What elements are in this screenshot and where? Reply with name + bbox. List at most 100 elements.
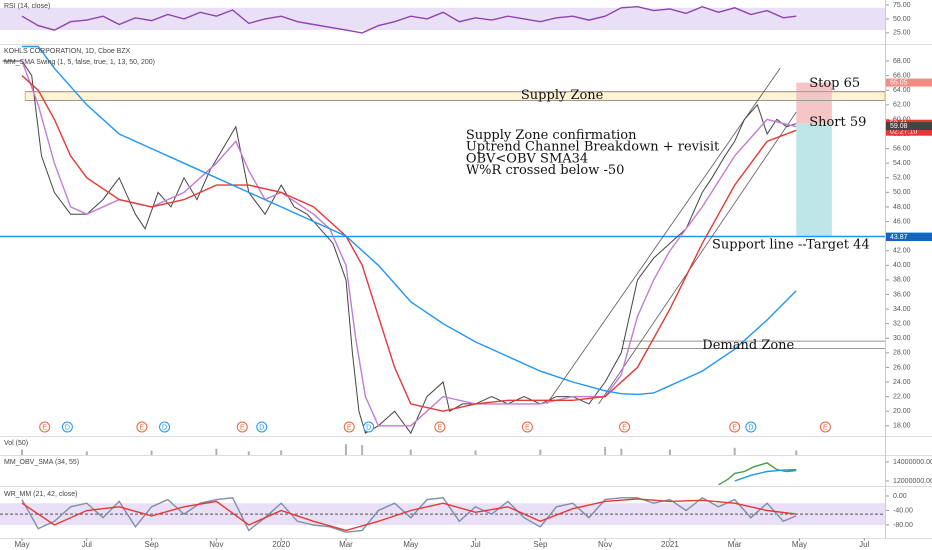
y-tick-label: 20.00 [893,408,911,415]
volume-bar [344,444,347,455]
series-line [734,468,797,482]
y-tick-label: 25.00 [893,30,911,37]
event-label: D [748,424,753,431]
pane-title: KOHLS CORPORATION, 1D, Cboe BZX [4,48,131,55]
event-label: D [259,424,264,431]
annotation: Stop 65 [809,76,860,91]
event-marker [434,421,446,433]
series-line [22,45,797,396]
event-label: E [42,424,47,431]
event-label: E [732,424,737,431]
y-tick-label: 46.00 [893,218,911,225]
y-tick-label: 18.00 [893,423,911,430]
event-label: E [438,424,443,431]
event-label: D [162,424,167,431]
volume-bar [85,451,88,455]
event-marker [343,421,355,433]
event-label: E [240,424,245,431]
y-tick-label: 28.00 [893,350,911,357]
pane-title: RSI (14, close) [4,3,50,10]
y-tick-label: 50.00 [893,189,911,196]
volume-bar [409,449,412,455]
x-tick-label: Jul [859,540,869,549]
event-label: E [622,424,627,431]
y-tick-label: 68.00 [893,58,911,65]
x-tick-label: May [403,540,418,549]
price-label: 43.87 [890,234,908,241]
annotation: Support line --Target 44 [712,237,870,252]
volume-bar [247,451,250,455]
pane [718,462,797,486]
x-tick-label: Sep [144,540,159,549]
y-tick-label: 24.00 [893,379,911,386]
x-tick-label: Nov [598,540,612,549]
y-tick-label: 56.00 [893,145,911,152]
x-tick-label: Nov [209,540,223,549]
event-marker [363,421,375,433]
pane-subtitle: MM_SMA Swing (1, 5, false, true, 1, 13, … [4,59,155,66]
volume-bar [795,450,798,455]
volume-bar [620,448,623,455]
y-tick-label: 52.00 [893,175,911,182]
y-tick-label: 32.00 [893,321,911,328]
event-marker [256,421,268,433]
pane-title: MM_OBV_SMA (34, 55) [4,459,79,466]
series-line [21,75,797,412]
x-tick-label: Jul [470,540,480,549]
annotation: Supply Zone [521,88,604,103]
volume-bar [604,446,607,455]
volume-bar [361,445,364,455]
event-label: E [140,424,145,431]
event-label: E [525,424,530,431]
pane [0,5,885,34]
y-tick-label: 12000000.00 [893,478,932,485]
zone [24,91,885,101]
zone [796,123,832,237]
y-tick-label: 50.00 [893,16,911,23]
price-label: 59.08 [890,123,908,130]
x-tick-label: May [14,540,29,549]
x-tick-label: Sep [533,540,548,549]
y-tick-label: 36.00 [893,291,911,298]
annotation: Short 59 [809,115,866,130]
event-marker [136,421,148,433]
annotation: OBV<OBV SMA34 [466,151,588,166]
event-marker [159,421,171,433]
y-tick-label: 0.00 [893,493,907,500]
volume-bar [280,450,283,455]
zone [796,82,832,124]
volume-bar [150,450,153,455]
y-tick-label: 26.00 [893,364,911,371]
event-marker [521,421,533,433]
price-label-bg [886,233,932,242]
event-marker [729,421,741,433]
y-tick-label: -40.00 [893,507,913,514]
pane-title: Vol (50) [4,440,28,447]
trend-line [546,68,781,405]
trend-line [598,111,797,405]
y-tick-label: 75.00 [893,2,911,9]
pane [21,444,798,455]
annotation: Uptrend Channel Breakdown + revisit [466,140,720,155]
x-tick-label: Jul [82,540,92,549]
series-line [21,496,797,533]
event-label: E [823,424,828,431]
volume-bar [539,449,542,455]
series-line [718,462,797,486]
x-tick-label: May [792,540,807,549]
y-tick-label: 62.00 [893,102,911,109]
event-label: E [347,424,352,431]
event-label: D [366,424,371,431]
volume-bar [668,449,671,455]
annotation: W%R crossed below -50 [466,163,625,178]
x-tick-label: 2021 [661,540,679,549]
price-label-bg [886,122,932,131]
event-marker [236,421,248,433]
series-line [21,5,797,34]
x-tick-label: Mar [339,540,353,549]
event-marker [619,421,631,433]
y-tick-label: 38.00 [893,277,911,284]
event-label: D [65,424,70,431]
